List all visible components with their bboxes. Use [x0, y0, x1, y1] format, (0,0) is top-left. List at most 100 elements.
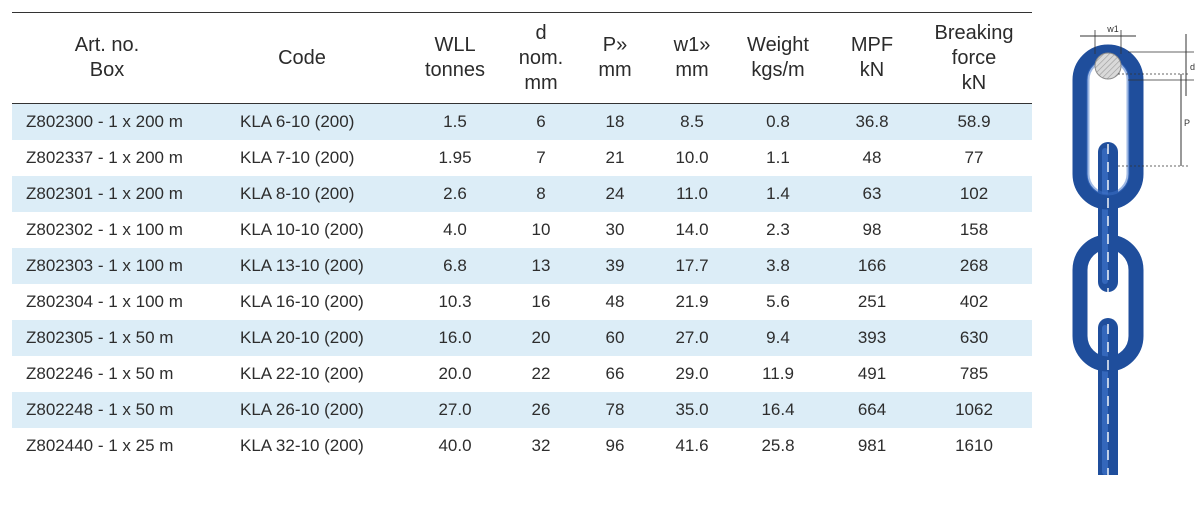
cell-code: KLA 6-10 (200) — [240, 112, 355, 131]
table-header: Art. no. Box Code WLL tonnes d nom. mm P… — [12, 12, 1032, 104]
cell-w1: 35.0 — [675, 400, 709, 419]
cell-wll: 27.0 — [438, 400, 472, 419]
table-row: Z802337 - 1 x 200 m KLA 7-10 (200) 1.95 … — [12, 140, 1032, 176]
table-row: Z802302 - 1 x 100 m KLA 10-10 (200) 4.0 … — [12, 212, 1032, 248]
chain-link-middle-highlight — [1102, 148, 1108, 284]
cell-art-no: Z802248 - 1 x 50 m — [26, 400, 174, 419]
cell-d-nom: 7 — [536, 148, 546, 167]
cell-weight: 1.4 — [766, 184, 790, 203]
cell-wll: 2.6 — [443, 184, 467, 203]
header-weight: Weight kgs/m — [747, 34, 809, 81]
header-breaking-force: Breaking force kN — [934, 21, 1014, 94]
header-p: P» mm — [598, 34, 632, 81]
cell-weight: 9.4 — [766, 328, 790, 347]
chain-spec-table: Art. no. Box Code WLL tonnes d nom. mm P… — [12, 12, 1032, 464]
cell-wll: 6.8 — [443, 256, 467, 275]
cell-breaking-force: 158 — [959, 220, 989, 239]
cell-code: KLA 7-10 (200) — [240, 148, 355, 167]
cell-w1: 29.0 — [675, 364, 709, 383]
cell-mpf: 981 — [857, 436, 887, 455]
cell-code: KLA 10-10 (200) — [240, 220, 364, 239]
cell-code: KLA 32-10 (200) — [240, 436, 364, 455]
table-row: Z802305 - 1 x 50 m KLA 20-10 (200) 16.0 … — [12, 320, 1032, 356]
cell-wll: 1.5 — [443, 112, 467, 131]
cell-d-nom: 32 — [531, 436, 551, 455]
cell-code: KLA 20-10 (200) — [240, 328, 364, 347]
table-row: Z802301 - 1 x 200 m KLA 8-10 (200) 2.6 8… — [12, 176, 1032, 212]
cell-w1: 21.9 — [675, 292, 709, 311]
cell-p: 66 — [605, 364, 625, 383]
cell-breaking-force: 785 — [959, 364, 989, 383]
cell-art-no: Z802337 - 1 x 200 m — [26, 148, 183, 167]
label-p: P — [1184, 118, 1190, 128]
chain-link-bottom-highlight — [1102, 325, 1108, 475]
table-row: Z802248 - 1 x 50 m KLA 26-10 (200) 27.0 … — [12, 392, 1032, 428]
cell-breaking-force: 102 — [959, 184, 989, 203]
header-mpf: MPF kN — [850, 34, 894, 81]
cell-p: 60 — [605, 328, 625, 347]
cell-mpf: 36.8 — [855, 112, 889, 131]
cell-breaking-force: 402 — [959, 292, 989, 311]
chain-link-diagram: w1 d P — [1072, 24, 1195, 475]
table-row: Z802300 - 1 x 200 m KLA 6-10 (200) 1.5 6… — [12, 104, 1032, 140]
cell-weight: 25.8 — [761, 436, 795, 455]
cell-code: KLA 16-10 (200) — [240, 292, 364, 311]
cell-breaking-force: 268 — [959, 256, 989, 275]
cell-p: 18 — [605, 112, 625, 131]
cell-wll: 1.95 — [438, 148, 472, 167]
cell-mpf: 48 — [862, 148, 882, 167]
cell-p: 21 — [605, 148, 625, 167]
table-row: Z802303 - 1 x 100 m KLA 13-10 (200) 6.8 … — [12, 248, 1032, 284]
cell-d-nom: 22 — [531, 364, 551, 383]
cell-wll: 4.0 — [443, 220, 467, 239]
cell-art-no: Z802246 - 1 x 50 m — [26, 364, 174, 383]
cross-section-hatch — [1094, 52, 1122, 80]
cell-p: 24 — [605, 184, 625, 203]
cell-wll: 20.0 — [438, 364, 472, 383]
cell-w1: 41.6 — [675, 436, 709, 455]
cell-mpf: 63 — [862, 184, 882, 203]
cell-mpf: 98 — [862, 220, 882, 239]
cell-weight: 11.9 — [762, 364, 794, 383]
cell-breaking-force: 630 — [959, 328, 989, 347]
cell-mpf: 664 — [857, 400, 887, 419]
cell-mpf: 166 — [857, 256, 887, 275]
cell-breaking-force: 1610 — [955, 436, 993, 455]
cell-code: KLA 22-10 (200) — [240, 364, 364, 383]
cell-mpf: 393 — [857, 328, 887, 347]
cell-d-nom: 8 — [536, 184, 546, 203]
cell-wll: 40.0 — [438, 436, 472, 455]
header-art-no: Art. no. Box — [74, 34, 140, 81]
table-row: Z802440 - 1 x 25 m KLA 32-10 (200) 40.0 … — [12, 428, 1032, 464]
cell-art-no: Z802303 - 1 x 100 m — [26, 256, 183, 275]
cell-breaking-force: 77 — [964, 148, 984, 167]
cell-art-no: Z802300 - 1 x 200 m — [26, 112, 183, 131]
cell-mpf: 251 — [857, 292, 887, 311]
cell-art-no: Z802302 - 1 x 100 m — [26, 220, 183, 239]
cell-d-nom: 10 — [531, 220, 551, 239]
cell-art-no: Z802440 - 1 x 25 m — [26, 436, 174, 455]
cell-breaking-force: 1062 — [955, 400, 993, 419]
cell-d-nom: 6 — [536, 112, 546, 131]
header-wll: WLL tonnes — [424, 34, 486, 81]
label-w1: w1 — [1106, 24, 1119, 34]
table-row: Z802246 - 1 x 50 m KLA 22-10 (200) 20.0 … — [12, 356, 1032, 392]
cell-breaking-force: 58.9 — [957, 112, 991, 131]
table-row: Z802304 - 1 x 100 m KLA 16-10 (200) 10.3… — [12, 284, 1032, 320]
cell-p: 48 — [605, 292, 625, 311]
cell-w1: 17.7 — [675, 256, 709, 275]
cell-p: 30 — [605, 220, 625, 239]
cell-weight: 5.6 — [766, 292, 790, 311]
cell-wll: 10.3 — [438, 292, 472, 311]
cell-art-no: Z802305 - 1 x 50 m — [26, 328, 174, 347]
cell-code: KLA 8-10 (200) — [240, 184, 355, 203]
cell-p: 39 — [605, 256, 625, 275]
cell-d-nom: 16 — [531, 292, 551, 311]
header-code: Code — [278, 46, 326, 69]
cell-w1: 27.0 — [675, 328, 709, 347]
cell-code: KLA 26-10 (200) — [240, 400, 364, 419]
cell-p: 96 — [605, 436, 625, 455]
cell-weight: 0.8 — [766, 112, 790, 131]
header-w1: w1» mm — [673, 34, 711, 81]
cell-weight: 2.3 — [766, 220, 790, 239]
